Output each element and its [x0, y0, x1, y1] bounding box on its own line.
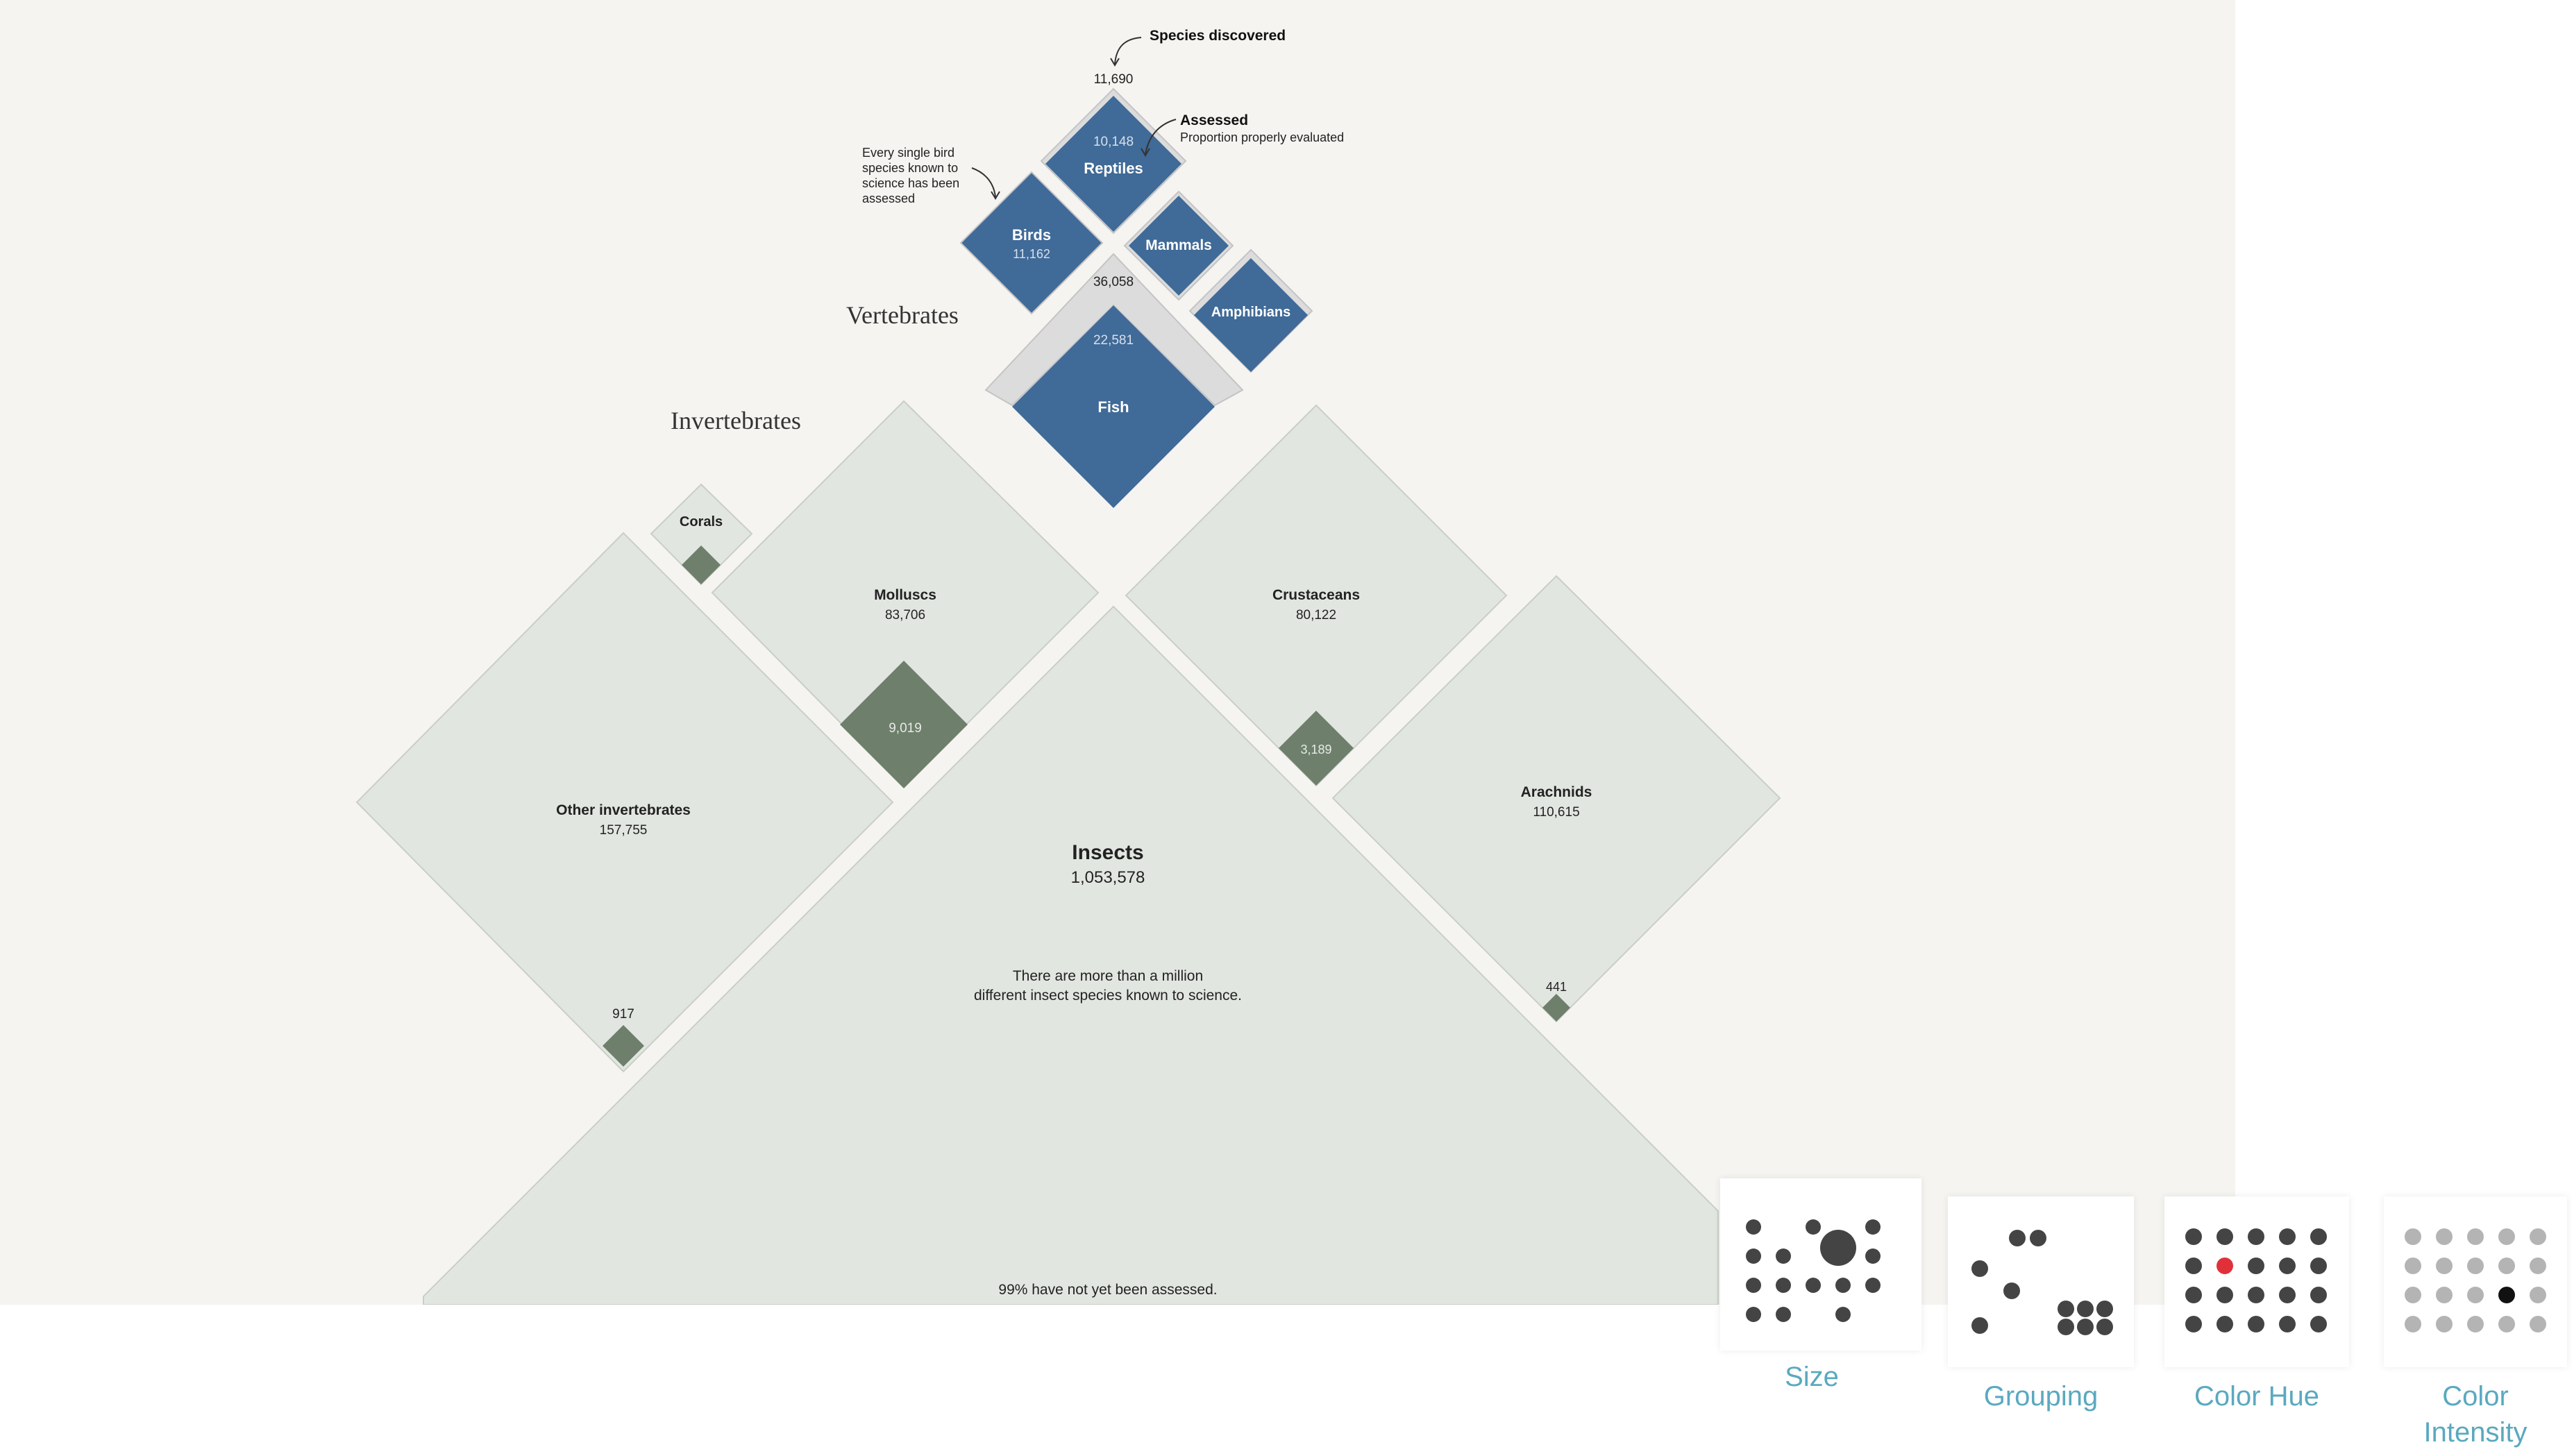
legend-label-size: Size [1785, 1362, 1839, 1392]
birds-note-line-2: species known to [862, 161, 958, 175]
birds-note-arrowhead [991, 191, 1000, 200]
crustaceans-assessed-diamond [1279, 711, 1354, 786]
invertebrates-heading: Invertebrates [671, 407, 801, 434]
birds-group: Birds 11,162 [959, 171, 1104, 315]
grouping-dots-icon [1971, 1230, 2113, 1335]
corals-assessed-diamond [682, 545, 721, 584]
species-discovered-annotation: Species discovered [1110, 28, 1286, 67]
legend-card-grouping [1948, 1196, 2134, 1367]
reptiles-assessed-diamond [1045, 96, 1181, 232]
mammals-assessed-diamond [1129, 196, 1229, 296]
vertebrates-total-count: 36,058 [1093, 275, 1134, 289]
insects-note-line-1: There are more than a million [1013, 968, 1203, 984]
assessed-annotation: Assessed Proportion properly evaluated [1141, 112, 1344, 157]
color-hue-dots-icon [2185, 1228, 2327, 1332]
legend-card-size [1720, 1178, 1921, 1351]
assessed-leader-line [1145, 119, 1177, 155]
species-discovered-arrowhead [1110, 58, 1120, 67]
legend-label-color-intensity: Color Intensity [2423, 1381, 2527, 1448]
fish-label: Fish [1097, 398, 1129, 416]
insects-label: Insects [1072, 841, 1143, 864]
other-invertebrates-discovered-count: 157,755 [600, 823, 648, 838]
visualization-canvas: Vertebrates Invertebrates Insects 1,053,… [0, 0, 2235, 1305]
arachnids-discovered-count: 110,615 [1533, 805, 1579, 820]
molluscs-assessed-diamond [840, 661, 968, 788]
species-diamond-diagram: Vertebrates Invertebrates Insects 1,053,… [355, 28, 1781, 1305]
legend-label-grouping: Grouping [1983, 1381, 2098, 1412]
mammals-label: Mammals [1145, 237, 1212, 253]
birds-discovered-count: 11,162 [1013, 247, 1050, 261]
vertebrates-heading: Vertebrates [846, 301, 959, 329]
other-invertebrates-group: Other invertebrates 157,755 917 [355, 532, 894, 1073]
reptiles-discovered-count: 11,690 [1094, 72, 1134, 87]
crustaceans-assessed-count: 3,189 [1300, 743, 1331, 756]
arachnids-assessed-diamond [1542, 994, 1570, 1022]
birds-note-line-3: science has been [862, 176, 959, 190]
arachnids-label: Arachnids [1521, 784, 1592, 800]
molluscs-discovered-count: 83,706 [885, 608, 925, 623]
insects-discovered-count: 1,053,578 [1071, 868, 1145, 887]
mammals-group: Mammals [1123, 190, 1234, 301]
species-discovered-label: Species discovered [1150, 28, 1286, 44]
birds-annotation: Every single bird species known to scien… [862, 146, 1000, 205]
assessed-label: Assessed [1180, 112, 1248, 128]
molluscs-label: Molluscs [874, 587, 936, 603]
reptiles-group: 11,690 10,148 Reptiles [1040, 72, 1187, 235]
assessed-sub-label: Proportion properly evaluated [1180, 130, 1344, 144]
amphibians-label: Amphibians [1211, 305, 1290, 320]
corals-group: Corals [650, 483, 753, 586]
birds-label: Birds [1012, 226, 1051, 244]
assessed-arrowhead [1141, 148, 1150, 157]
arachnids-group: Arachnids 110,615 441 [1331, 575, 1781, 1023]
molluscs-assessed-count: 9,019 [889, 721, 922, 736]
birds-diamond [959, 171, 1104, 315]
species-discovered-leader-line [1114, 37, 1142, 65]
insects-footer-note: 99% have not yet been assessed. [998, 1282, 1217, 1298]
size-dots-icon [1746, 1219, 1881, 1322]
birds-note-line-4: assessed [862, 192, 915, 205]
fish-assessed-diamond [1012, 305, 1215, 508]
legend-card-color-intensity [2384, 1196, 2567, 1367]
fish-group: 36,058 22,581 Fish [984, 253, 1244, 508]
molluscs-group: Molluscs 83,706 9,019 [711, 400, 1100, 788]
arachnids-assessed-count: 441 [1546, 980, 1567, 994]
color-intensity-dots-icon [2405, 1228, 2546, 1332]
amphibians-assessed-diamond [1194, 258, 1308, 372]
amphibians-group: Amphibians [1188, 248, 1313, 373]
reptiles-label: Reptiles [1084, 160, 1143, 177]
crustaceans-discovered-count: 80,122 [1296, 608, 1336, 623]
birds-note-leader-line [971, 167, 996, 198]
insects-discovered-diamond [423, 605, 1719, 1305]
other-invertebrates-label: Other invertebrates [556, 802, 691, 818]
corals-label: Corals [680, 514, 723, 530]
other-invertebrates-assessed-diamond [603, 1025, 644, 1067]
birds-note-line-1: Every single bird [862, 146, 954, 160]
crustaceans-group: Crustaceans 80,122 3,189 [1125, 404, 1508, 787]
crustaceans-label: Crustaceans [1272, 587, 1360, 603]
legend-label-color-hue: Color Hue [2194, 1381, 2320, 1412]
insects-note-line-2: different insect species known to scienc… [974, 988, 1242, 1004]
other-invertebrates-discovered-diamond [355, 532, 894, 1073]
other-invertebrates-assessed-count: 917 [612, 1007, 634, 1022]
reptiles-assessed-count: 10,148 [1093, 135, 1134, 149]
fish-assessed-count: 22,581 [1093, 333, 1134, 348]
legend-card-color-hue [2164, 1196, 2349, 1367]
insects-group: Insects 1,053,578 There are more than a … [423, 605, 1719, 1305]
